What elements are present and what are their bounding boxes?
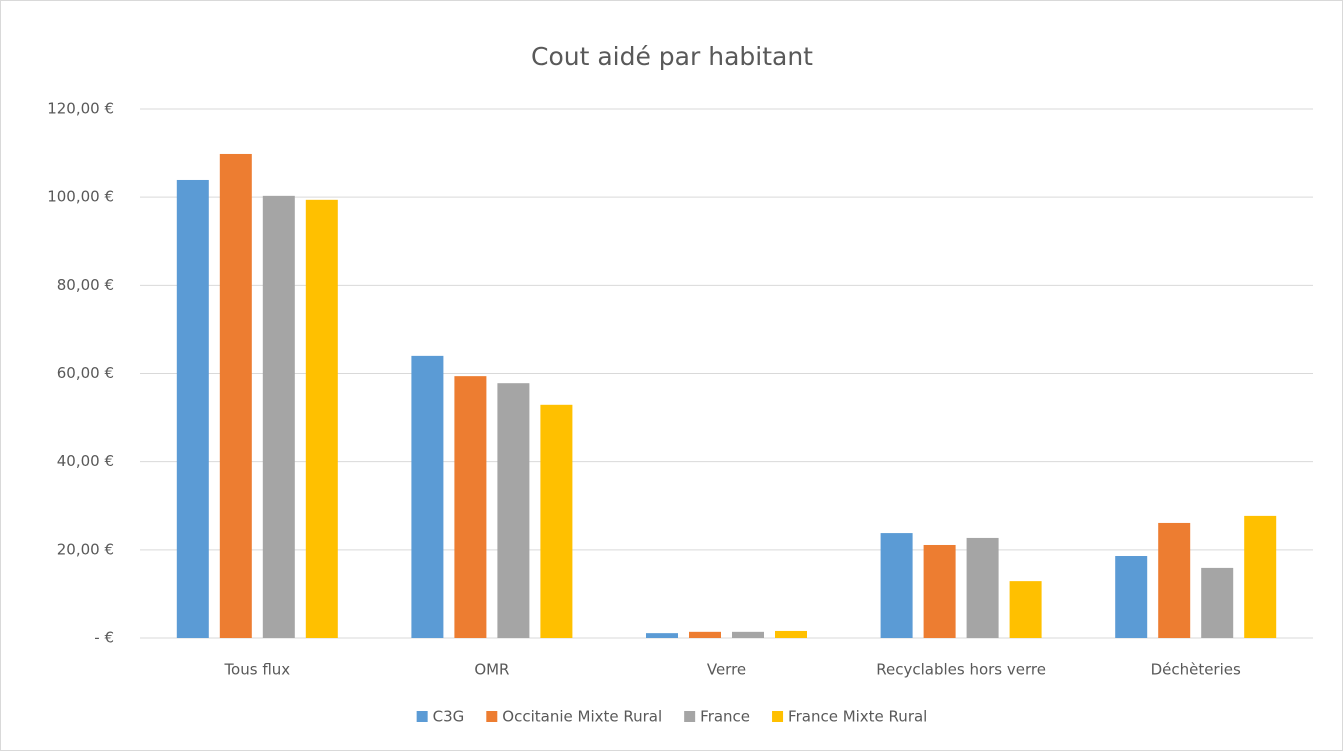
bar bbox=[966, 537, 999, 638]
chart-title: Cout aidé par habitant bbox=[531, 42, 813, 71]
bar bbox=[1009, 581, 1042, 638]
y-tick-label: 100,00 € bbox=[47, 188, 114, 206]
legend-swatch bbox=[486, 711, 498, 722]
bar bbox=[176, 179, 209, 638]
x-tick-label: OMR bbox=[474, 661, 509, 679]
y-tick-label: 60,00 € bbox=[57, 364, 114, 382]
legend-swatch bbox=[684, 711, 696, 722]
legend-label: Occitanie Mixte Rural bbox=[502, 708, 662, 726]
y-tick-label: 120,00 € bbox=[47, 100, 114, 118]
bar bbox=[305, 199, 338, 639]
x-tick-label: Verre bbox=[707, 661, 746, 679]
bar bbox=[454, 376, 487, 638]
bar bbox=[411, 355, 444, 638]
legend-label: C3G bbox=[433, 708, 465, 726]
x-tick-label: Recyclables hors verre bbox=[876, 661, 1046, 679]
bar bbox=[775, 630, 807, 638]
bar bbox=[497, 383, 530, 638]
bar bbox=[540, 404, 573, 638]
bar bbox=[1115, 556, 1148, 638]
x-tick-label: Déchèteries bbox=[1151, 661, 1241, 679]
y-tick-label: - € bbox=[94, 629, 114, 647]
bar bbox=[219, 153, 252, 638]
x-tick-label: Tous flux bbox=[223, 661, 290, 679]
legend-label: France Mixte Rural bbox=[788, 708, 927, 726]
y-tick-label: 20,00 € bbox=[57, 540, 114, 558]
legend-label: France bbox=[700, 708, 750, 726]
bar bbox=[1158, 522, 1191, 638]
bar bbox=[880, 533, 913, 638]
bar bbox=[689, 631, 721, 638]
bar bbox=[1244, 515, 1277, 638]
y-tick-label: 40,00 € bbox=[57, 452, 114, 470]
bar bbox=[732, 631, 764, 638]
bar bbox=[1201, 567, 1234, 638]
bar bbox=[262, 195, 295, 638]
y-tick-label: 80,00 € bbox=[57, 276, 114, 294]
bar bbox=[646, 633, 678, 638]
legend-swatch bbox=[416, 711, 428, 722]
bar bbox=[923, 544, 956, 638]
legend-swatch bbox=[772, 711, 784, 722]
